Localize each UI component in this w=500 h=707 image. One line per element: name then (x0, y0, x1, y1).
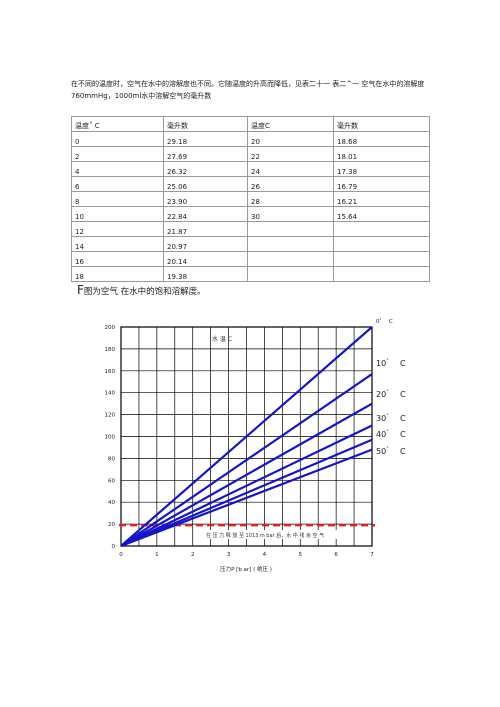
caption-prefix: F (77, 283, 84, 297)
table-header-row: 温度˚ C 毫升数 温度C 毫升数 (71, 116, 430, 132)
degree-symbol: ˚ (386, 358, 389, 365)
series-label: 10˚ C (376, 358, 406, 368)
x-tick-label: 4 (263, 552, 267, 558)
y-tick-label: 180 (105, 347, 116, 353)
figure-caption: F图为空气 在水中的饱和溶解度。 (77, 283, 206, 297)
table-cell (333, 266, 430, 282)
y-tick-label: 60 (108, 478, 115, 484)
degree-symbol: ˚ (386, 429, 389, 436)
series-line (120, 438, 373, 548)
series-label: 30˚ C (376, 413, 406, 423)
series-line (120, 448, 373, 548)
series-label-unit: C (400, 447, 406, 456)
series-label-unit: C (389, 319, 393, 325)
y-tick-label: 160 (105, 369, 116, 375)
series-label: 50˚ C (376, 446, 406, 456)
table-row: 2 27.69 22 18.01 (71, 146, 430, 162)
table-row: 6 25.06 26 16.79 (71, 176, 430, 192)
table-row: 18 19.38 (71, 266, 430, 282)
y-tick-label: 40 (108, 500, 115, 506)
x-tick-label: 6 (334, 552, 338, 558)
x-tick-label: 7 (370, 552, 374, 558)
series-label-unit: C (400, 390, 406, 399)
table-row: 0 29.18 20 18.68 (71, 131, 430, 147)
y-tick-label: 80 (108, 456, 115, 462)
solubility-table: 温度˚ C 毫升数 温度C 毫升数 0 29.18 20 18.68 2 27.69 22 1… (71, 116, 430, 282)
series-label-unit: C (400, 414, 406, 423)
series-label-unit: C (400, 359, 406, 368)
series-label-value: 40 (376, 430, 386, 439)
series-line (120, 326, 373, 547)
y-tick-label: 0 (112, 544, 116, 550)
y-tick-label: 20 (108, 522, 115, 528)
y-tick-label: 100 (105, 435, 116, 441)
degree-symbol: ˚ (386, 413, 389, 420)
intro-line-2: 760mmHg，1000ml水中溶解空气的毫升数 (71, 92, 212, 100)
series-label: 0˚ C (376, 318, 393, 325)
series-line (120, 373, 373, 547)
series-label-value: 20 (376, 390, 386, 399)
x-tick-label: 5 (299, 552, 303, 558)
series-label-value: 50 (376, 447, 386, 456)
table-row: 14 20.97 (71, 236, 430, 252)
series-label: 40˚ C (376, 429, 406, 439)
degree-symbol: ˚ (386, 446, 389, 453)
x-tick-label: 1 (155, 552, 159, 558)
series-line (120, 424, 373, 547)
series-label-value: 10 (376, 359, 386, 368)
annotation-background (204, 530, 351, 539)
table-cell: 19.38 (163, 266, 248, 282)
table-row: 10 22.84 30 15.64 (71, 206, 430, 222)
chart-annotation: 在 压 力 释 放 至 1013 m bar 后，水 中 残 余 空 气 (206, 532, 324, 539)
x-axis-title: 压力P [b ar] ( 绝压 ) (220, 565, 272, 573)
series-label-value: 0 (376, 319, 380, 325)
x-tick-label: 2 (191, 552, 195, 558)
y-tick-label: 120 (105, 413, 116, 419)
caption-text: 图为空气 在水中的饱和溶解度。 (83, 287, 206, 297)
intro-line-1: 在不同的温度时，空气在水中的溶解度也不同。它随温度的升高而降低，见表二十一 表二… (71, 80, 425, 88)
series-label-unit: C (400, 430, 406, 439)
series-label-value: 30 (376, 414, 386, 423)
y-tick-label: 140 (105, 391, 116, 397)
degree-symbol: ˚ (380, 318, 382, 323)
series-line (120, 402, 373, 547)
chart-inner-label: 水 温 C (212, 335, 232, 343)
x-tick-label: 0 (119, 552, 123, 558)
x-tick-label: 3 (227, 552, 231, 558)
degree-symbol: ˚ (386, 389, 389, 396)
intro-paragraph: 在不同的温度时，空气在水中的溶解度也不同。它随温度的升高而降低，见表二十一 表二… (71, 78, 451, 102)
y-tick-label: 200 (105, 325, 116, 331)
series-label: 20˚ C (376, 389, 406, 399)
